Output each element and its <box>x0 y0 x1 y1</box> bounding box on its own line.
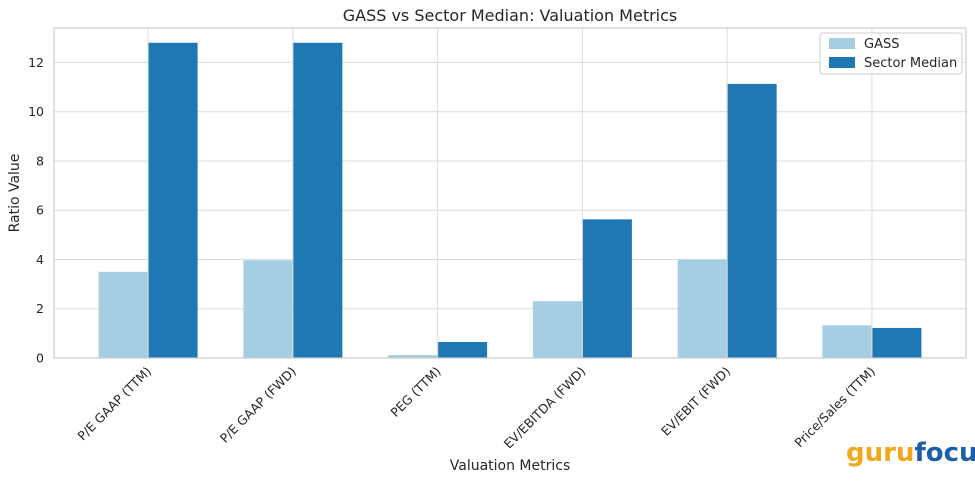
x-tick-label-ev-ebitda-fwd: EV/EBITDA (FWD) <box>501 364 589 452</box>
y-tick-label: 2 <box>36 301 44 316</box>
bar-sector-median-p-e-gaap-fwd <box>293 42 343 358</box>
y-tick-label: 10 <box>28 104 44 119</box>
logo-guru-text: guru <box>846 438 914 468</box>
bar-gass-price-sales-ttm <box>822 325 872 358</box>
logo-focus-text: focus <box>914 438 975 468</box>
bar-gass-p-e-gaap-fwd <box>243 260 293 358</box>
bar-gass-ev-ebit-fwd <box>677 259 727 358</box>
y-tick-label: 12 <box>28 55 44 70</box>
legend-swatch-gass <box>829 38 855 49</box>
x-tick-label-peg-ttm: PEG (TTM) <box>387 364 443 420</box>
bar-sector-median-p-e-gaap-ttm <box>148 42 198 358</box>
bar-gass-ev-ebitda-fwd <box>532 301 582 358</box>
x-tick-label-ev-ebit-fwd: EV/EBIT (FWD) <box>658 364 733 439</box>
chart-title: GASS vs Sector Median: Valuation Metrics <box>343 6 678 25</box>
y-tick-label: 4 <box>36 252 44 267</box>
x-axis-label: Valuation Metrics <box>450 458 571 474</box>
bars <box>98 42 922 358</box>
y-axis-label: Ratio Value <box>7 154 23 233</box>
bar-sector-median-ev-ebitda-fwd <box>582 219 632 358</box>
gurufocus-logo: gurufocus <box>846 438 975 468</box>
legend-swatch-sector-median <box>829 57 855 68</box>
y-tick-label: 8 <box>36 153 44 168</box>
bar-gass-p-e-gaap-ttm <box>98 271 148 358</box>
plot-frame <box>53 27 967 359</box>
bar-gass-peg-ttm <box>388 355 438 358</box>
y-tick-label: 6 <box>36 203 44 218</box>
y-tick-label: 0 <box>36 351 44 366</box>
svg-text:gurufocus: gurufocus <box>846 438 975 468</box>
legend-label-sector-median: Sector Median <box>864 56 957 71</box>
bar-sector-median-peg-ttm <box>438 341 488 358</box>
grid <box>54 28 966 359</box>
legend: GASS Sector Median <box>819 32 963 75</box>
bar-sector-median-ev-ebit-fwd <box>727 83 777 358</box>
legend-label-gass: GASS <box>864 37 899 52</box>
y-axis-ticks: 0 2 4 6 8 10 12 <box>28 55 44 366</box>
x-axis-ticks: P/E GAAP (TTM) P/E GAAP (FWD) PEG (TTM) EV/… <box>74 364 878 452</box>
x-tick-label-p-e-gaap-fwd: P/E GAAP (FWD) <box>217 364 299 446</box>
bar-sector-median-price-sales-ttm <box>872 327 922 358</box>
x-tick-label-p-e-gaap-ttm: P/E GAAP (TTM) <box>74 364 154 444</box>
